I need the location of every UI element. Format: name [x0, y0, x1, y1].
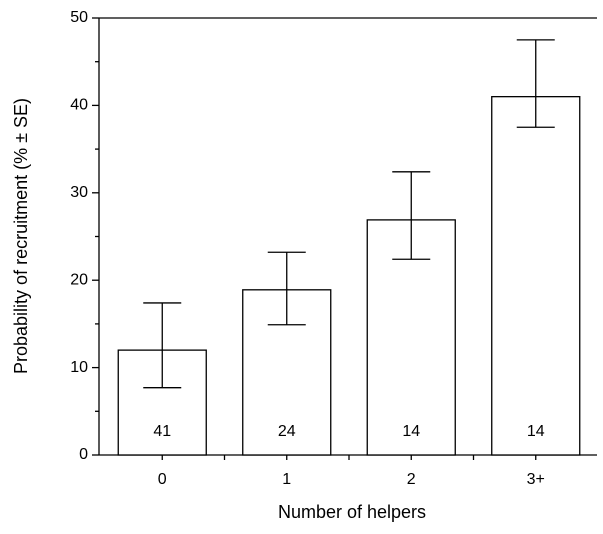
sample-size-label: 14 [402, 423, 420, 440]
sample-size-label: 24 [278, 423, 296, 440]
y-axis-label: Probability of recruitment (% ± SE) [11, 98, 31, 374]
bar [491, 96, 581, 456]
sample-size-label: 14 [527, 423, 545, 440]
x-axis-label: Number of helpers [278, 502, 426, 522]
y-tick-label: 0 [79, 446, 88, 463]
sample-size-label: 41 [153, 423, 171, 440]
y-tick-label: 10 [70, 359, 88, 376]
y-tick-label: 20 [70, 271, 88, 288]
x-tick-label: 2 [407, 471, 416, 488]
x-tick-label: 0 [158, 471, 167, 488]
y-tick-label: 50 [70, 9, 88, 26]
x-tick-label: 3+ [527, 471, 545, 488]
y-tick-label: 30 [70, 184, 88, 201]
y-tick-label: 40 [70, 97, 88, 114]
x-tick-label: 1 [282, 471, 291, 488]
bar [366, 219, 456, 456]
